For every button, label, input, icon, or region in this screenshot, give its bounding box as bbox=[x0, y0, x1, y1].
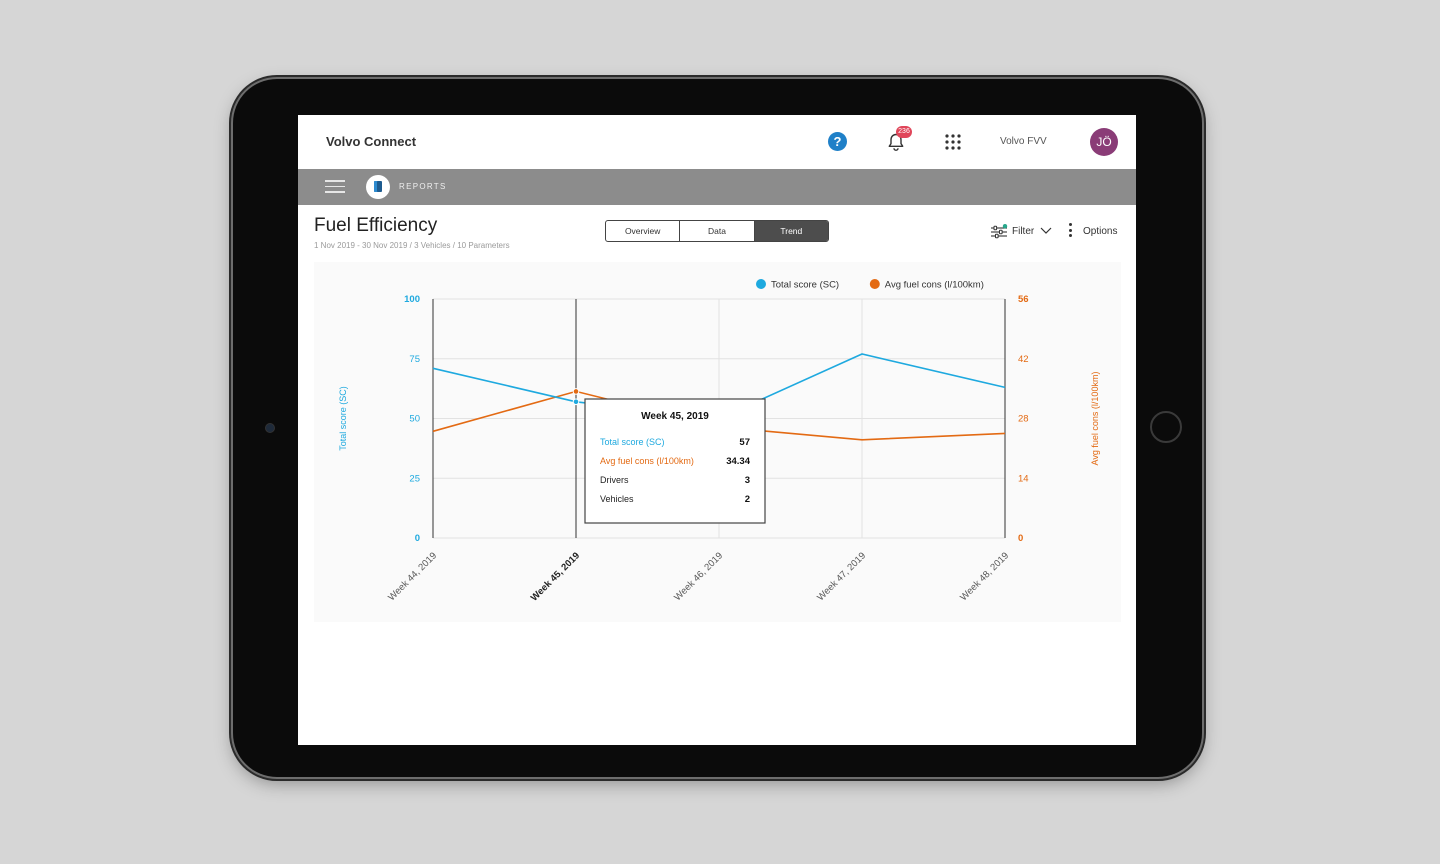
tooltip-row-value: 57 bbox=[739, 437, 750, 448]
kebab-menu-icon bbox=[1068, 223, 1074, 239]
organization-name[interactable]: Volvo FVV bbox=[1000, 136, 1047, 147]
page-title: Fuel Efficiency bbox=[314, 215, 438, 236]
tab-data[interactable]: Data bbox=[680, 221, 755, 241]
reports-bar: REPORTS bbox=[298, 169, 1136, 205]
tooltip-row-value: 3 bbox=[745, 475, 750, 486]
help-icon[interactable]: ? bbox=[828, 132, 847, 151]
page-subtitle: 1 Nov 2019 - 30 Nov 2019 / 3 Vehicles / … bbox=[314, 241, 510, 250]
home-button[interactable] bbox=[1150, 411, 1182, 443]
view-switcher: Overview Data Trend bbox=[605, 220, 829, 242]
tab-trend[interactable]: Trend bbox=[754, 221, 828, 241]
legend-marker bbox=[756, 279, 766, 289]
right-axis-tick-label: 0 bbox=[1018, 533, 1023, 544]
left-axis-title: Total score (SC) bbox=[338, 386, 348, 451]
x-axis-category-label: Week 46, 2019 bbox=[672, 550, 725, 603]
app-screen: Volvo Connect ? 236 Volvo FVV JÖ REPORTS… bbox=[298, 115, 1136, 745]
legend-entry-label: Total score (SC) bbox=[771, 280, 839, 291]
tooltip-title: Week 45, 2019 bbox=[641, 411, 709, 422]
tooltip-row-label: Total score (SC) bbox=[600, 437, 665, 447]
tooltip-row-label: Avg fuel cons (l/100km) bbox=[600, 456, 694, 466]
reports-label: REPORTS bbox=[399, 182, 447, 191]
legend-entry-label: Avg fuel cons (l/100km) bbox=[885, 280, 984, 291]
filter-label: Filter bbox=[1012, 226, 1035, 237]
left-axis-tick-label: 0 bbox=[415, 533, 420, 544]
notification-badge: 236 bbox=[896, 126, 912, 138]
data-point-total-score bbox=[572, 398, 580, 406]
tooltip-row-value: 34.34 bbox=[726, 456, 750, 467]
x-axis-category-label: Week 45, 2019 bbox=[529, 550, 582, 603]
legend-marker bbox=[869, 279, 880, 289]
right-axis-tick-label: 14 bbox=[1018, 473, 1029, 484]
avatar[interactable]: JÖ bbox=[1090, 128, 1118, 156]
tooltip-row-label: Drivers bbox=[600, 475, 629, 485]
right-axis-title: Avg fuel cons (l/100km) bbox=[1090, 372, 1100, 466]
filter-sliders-icon bbox=[991, 224, 1008, 239]
left-axis-tick-label: 25 bbox=[409, 473, 420, 484]
front-camera bbox=[266, 424, 274, 432]
tab-overview[interactable]: Overview bbox=[606, 221, 681, 241]
x-axis-category-label: Week 44, 2019 bbox=[386, 550, 439, 603]
right-axis-tick-label: 42 bbox=[1018, 354, 1029, 365]
tooltip-row-value: 2 bbox=[745, 494, 750, 505]
hamburger-menu-icon[interactable] bbox=[325, 180, 345, 194]
top-header: Volvo Connect ? 236 Volvo FVV JÖ bbox=[298, 115, 1136, 169]
trend-chart: 100 75 50 25 0 56 42 28 14 0 Total score (SC) Avg f… bbox=[338, 279, 1100, 604]
right-axis-tick-label: 56 bbox=[1018, 294, 1029, 305]
x-axis-category-label: Week 47, 2019 bbox=[815, 550, 868, 603]
chart-card: 100 75 50 25 0 56 42 28 14 0 Total score (SC) Avg f… bbox=[314, 262, 1121, 622]
right-axis-tick-label: 28 bbox=[1018, 414, 1029, 425]
chart-tooltip bbox=[584, 398, 766, 524]
left-axis-tick-label: 100 bbox=[404, 294, 420, 305]
reports-logo-icon bbox=[366, 175, 390, 199]
chevron-down-icon bbox=[1040, 227, 1052, 234]
left-axis-tick-label: 50 bbox=[409, 414, 420, 425]
tooltip-row-label: Vehicles bbox=[600, 494, 634, 504]
left-axis-tick-label: 75 bbox=[409, 354, 420, 365]
app-title[interactable]: Volvo Connect bbox=[326, 134, 417, 149]
x-axis-category-label: Week 48, 2019 bbox=[958, 550, 1011, 603]
apps-grid-icon[interactable] bbox=[944, 133, 962, 151]
options-label: Options bbox=[1083, 226, 1118, 237]
data-point-avg-fuel-cons bbox=[572, 388, 580, 395]
